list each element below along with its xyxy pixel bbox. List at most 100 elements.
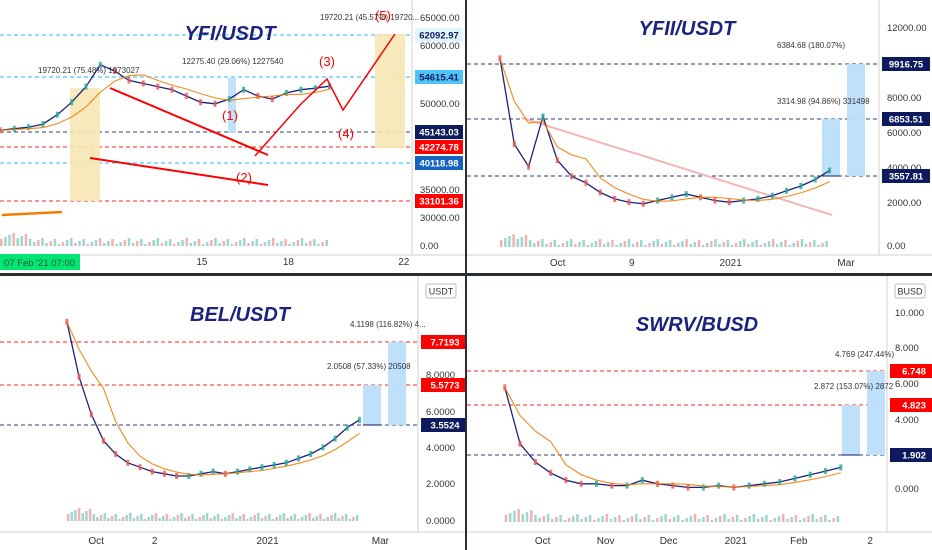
volume-bar [107,241,110,246]
price-label-text: 54615.41 [419,73,459,84]
volume-bar [216,514,220,521]
volume-bar [580,519,583,522]
swrv-busd-chart-panel[interactable]: 10.0008.0006.0004.0002.0000.000OctNovDec… [467,276,932,550]
volume-bar [800,239,804,247]
volume-bar [222,241,225,246]
price-label-box [421,378,465,392]
volume-bar [154,513,158,521]
currency-badge-text: BUSD [897,287,923,297]
volume-bar [784,240,787,247]
volume-bar [259,244,263,246]
price-point [762,480,766,487]
price-label: 45143.03 [415,125,463,139]
volume-bar [257,513,260,521]
x-tick-label: 2 [867,536,873,547]
volume-bar [136,516,139,521]
volume-bar [572,516,575,522]
volume-bar [656,239,660,247]
volume-bar [782,514,785,522]
date-badge: 07 Feb '21 07:00 [0,254,80,270]
price-point [321,444,325,451]
volume-bar [37,240,40,246]
price-point [594,480,598,487]
volume-bar [243,238,246,246]
y-tick-label: 60000.00 [420,41,460,52]
volume-bar [194,519,198,521]
price-label-box [421,335,465,349]
price-point [756,195,760,202]
volume-bar [90,242,94,246]
measure-annotation: 12275.40 (29.06%) 1227540 [182,57,284,66]
volume-bar [41,238,44,246]
y-tick-label: 8000.00 [887,93,921,104]
volume-bar [609,519,613,522]
volume-bar [602,244,606,247]
volume-bar [161,516,165,521]
bel-usdt-chart-panel[interactable]: 8.0000 6.0000 4.0000 2.0000 0.0000 Oct 2 2021 Ma… [0,276,465,550]
elliott-wave-label: (3) [319,54,335,69]
volume-bar [824,515,827,522]
volume-bar [788,245,791,247]
price-label-box [415,194,463,208]
y-tick-label: 50000.00 [420,99,460,110]
price-point [579,480,583,487]
volume-bar [623,241,627,247]
volume-bar [177,242,180,246]
measure-annotation: 19720.21 (45.57%) 19720... [320,13,419,22]
price-label-text: 6.748 [902,367,926,378]
volume-bar [293,514,297,521]
measure-annotation: 6384.68 (180.07%) [777,41,845,50]
volume-bar [341,516,344,521]
measure-box [228,78,236,133]
volume-bar [230,244,234,246]
volume-bar [743,239,746,247]
price-point [41,121,45,128]
volume-bar [96,517,99,521]
x-tick-label: Mar [372,536,390,547]
volume-bar [765,515,768,522]
price-point [701,484,705,491]
price-label-box [415,140,463,154]
price-label: 62092.97 [415,28,463,42]
volume-bar [98,238,102,246]
volume-bar [172,517,176,521]
volume-bar [618,515,621,522]
price-point [12,125,16,132]
volume-bar [563,520,567,522]
volume-bar [24,234,28,246]
x-tick-label: 2021 [725,536,748,547]
volume-bar [322,519,326,521]
volume-bar [673,245,676,247]
x-tick-label: Oct [550,258,566,269]
volume-bar [300,517,304,521]
price-point [498,55,502,62]
yfii-usdt-chart-panel[interactable]: 12000.0010000.008000.006000.004000.00200… [467,0,932,273]
moving-average-line [0,74,330,131]
volume-bar [198,517,202,521]
volume-bar [767,241,771,247]
volume-bar [677,515,680,522]
volume-bar [121,517,125,521]
volume-bar [300,238,304,246]
volume-bar [107,518,110,521]
volume-bar [693,242,697,247]
price-point [747,482,751,489]
moving-average-line [499,58,830,202]
volume-bar [99,515,103,521]
volume-bar [735,515,739,522]
price-label-text: 45143.03 [419,128,459,139]
volume-bar [260,518,264,521]
price-point [518,440,522,447]
volume-bar [344,514,348,521]
volume-bar [16,238,19,246]
volume-bar [135,241,139,246]
volume-bar [263,242,267,246]
price-point [297,455,301,462]
yfi-usdt-chart-panel[interactable]: 65000.0060000.0055000.0050000.0045000.00… [0,0,465,273]
volume-bar [698,519,701,522]
volume-bar [143,519,147,521]
price-point [270,96,274,103]
volume-bar [567,518,571,522]
price-point [640,477,644,484]
